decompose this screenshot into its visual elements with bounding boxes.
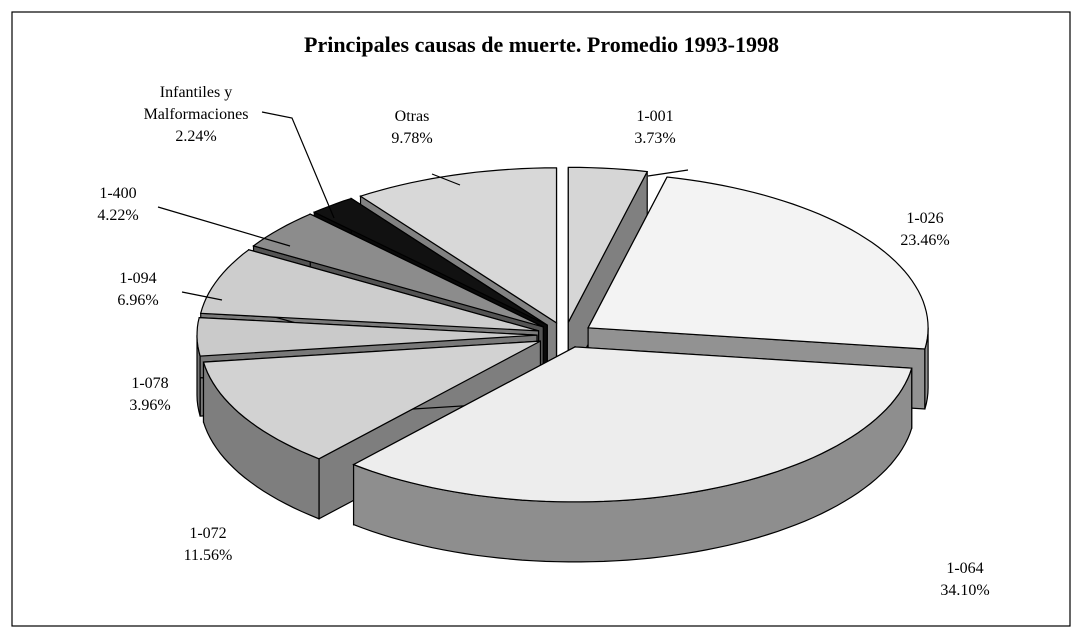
category-label: 1-400 <box>99 185 137 202</box>
value-label: 2.24% <box>175 128 217 145</box>
slice-top <box>567 166 649 323</box>
slice-label: Infantiles y Malformaciones 2.24% <box>131 82 261 148</box>
category-label: 1-072 <box>189 525 227 542</box>
slice-top <box>196 316 538 357</box>
leader-line <box>261 111 335 219</box>
pie-slice <box>352 345 913 563</box>
category-label: Otras <box>394 108 430 125</box>
value-label: 6.96% <box>117 292 159 309</box>
slice-top <box>587 176 929 350</box>
leader-line <box>431 173 461 186</box>
value-label: 3.96% <box>129 397 171 414</box>
slice-label: 1-400 4.22% <box>97 183 138 227</box>
value-label: 23.46% <box>900 232 950 249</box>
slice-label: 1-001 3.73% <box>634 106 675 150</box>
slice-top <box>352 346 913 503</box>
category-label: 1-026 <box>906 210 944 227</box>
category-label: 1-094 <box>119 270 157 287</box>
slice-label: 1-094 6.96% <box>117 268 158 312</box>
value-label: 11.56% <box>183 547 233 564</box>
category-label: 1-078 <box>131 375 169 392</box>
value-label: 34.10% <box>940 582 990 599</box>
value-label: 3.73% <box>634 130 676 147</box>
category-label: 1-001 <box>636 108 674 125</box>
slice-label: 1-064 34.10% <box>940 558 989 602</box>
slice-top <box>202 340 541 460</box>
slice-top <box>359 167 558 324</box>
value-label: 4.22% <box>97 207 139 224</box>
slice-label: 1-026 23.46% <box>900 208 949 252</box>
slice-top <box>312 197 548 326</box>
leader-line <box>647 169 689 177</box>
slice-top <box>199 249 539 332</box>
leader-line <box>181 291 223 301</box>
value-label: 9.78% <box>391 130 433 147</box>
leader-line <box>157 206 291 247</box>
chart-title: Principales causas de muerte. Promedio 1… <box>304 32 779 57</box>
slice-label: 1-078 3.96% <box>129 373 170 417</box>
category-label: Infantiles y Malformaciones <box>143 84 249 123</box>
slice-label: 1-072 11.56% <box>184 523 233 567</box>
category-label: 1-064 <box>946 560 984 577</box>
slice-top <box>252 213 544 328</box>
slice-label: Otras 9.78% <box>391 106 432 150</box>
